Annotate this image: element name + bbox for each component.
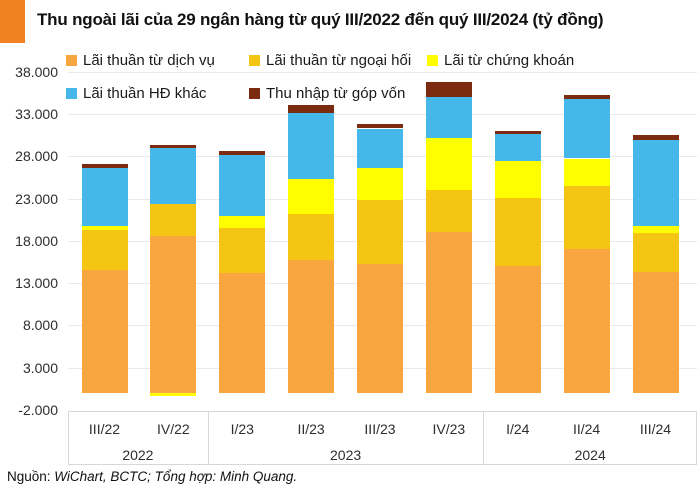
bar-segment[interactable] <box>288 104 335 114</box>
gridline <box>68 71 697 73</box>
bar-segment[interactable] <box>288 214 335 260</box>
legend-item-hd-khac[interactable]: Lãi thuần HĐ khác <box>66 84 207 102</box>
legend-item-ngoai-hoi[interactable]: Lãi thuần từ ngoại hối <box>249 51 412 69</box>
bar-segment[interactable] <box>425 231 472 393</box>
axis-group-separator <box>483 411 485 465</box>
bar-segment[interactable] <box>425 189 472 232</box>
legend-label: Lãi thuần từ ngoại hối <box>266 51 412 69</box>
bar-segment[interactable] <box>357 168 403 200</box>
source-detail: WiChart, BCTC; Tổng hợp: Minh Quang. <box>54 469 298 484</box>
source-note: Nguồn: WiChart, BCTC; Tổng hợp: Minh Qua… <box>7 469 297 484</box>
y-axis-tick-label: 13.000 <box>15 275 58 292</box>
bar-segment[interactable] <box>150 204 197 236</box>
x-axis-band <box>68 411 697 465</box>
bar-segment[interactable] <box>425 96 472 139</box>
bar-segment[interactable] <box>563 248 610 393</box>
bar-segment[interactable] <box>288 179 335 215</box>
bar-segment[interactable] <box>150 144 197 148</box>
legend-swatch-icon <box>66 87 77 99</box>
bar-segment[interactable] <box>632 140 679 227</box>
bar-segment[interactable] <box>563 158 610 186</box>
legend-label: Thu nhập từ góp vốn <box>266 84 406 102</box>
bar-segment[interactable] <box>632 226 679 234</box>
bar-segment[interactable] <box>425 82 472 97</box>
y-axis-tick-label: 28.000 <box>15 148 58 165</box>
bar-segment[interactable] <box>357 199 403 265</box>
legend-item-gop-von[interactable]: Thu nhập từ góp vốn <box>249 84 406 102</box>
chart-title: Thu ngoài lãi của 29 ngân hàng từ quý II… <box>37 10 604 29</box>
bar-segment[interactable] <box>288 259 335 393</box>
x-axis-tick-label: I/24 <box>506 421 530 437</box>
legend-swatch-icon <box>427 54 438 66</box>
bar-segment[interactable] <box>425 138 472 190</box>
legend-swatch-icon <box>249 87 260 99</box>
y-axis-tick-label: 23.000 <box>15 190 58 207</box>
bar-segment[interactable] <box>632 272 679 393</box>
bar-segment[interactable] <box>494 161 541 199</box>
bar-segment[interactable] <box>494 130 541 134</box>
bar-segment[interactable] <box>632 233 679 273</box>
x-axis-tick-label: IV/22 <box>157 421 190 437</box>
x-axis-tick-label: III/22 <box>88 421 121 437</box>
bar-segment[interactable] <box>219 272 266 393</box>
x-axis-year-label: 2022 <box>122 447 154 463</box>
bar-segment[interactable] <box>632 135 679 141</box>
bar-segment[interactable] <box>494 198 541 267</box>
axis-group-separator <box>207 411 209 465</box>
bar-segment[interactable] <box>81 229 128 270</box>
x-axis-year-label: 2024 <box>574 447 606 463</box>
y-axis-tick-label: 8.000 <box>22 317 58 334</box>
legend-item-chung-khoan[interactable]: Lãi từ chứng khoán <box>427 51 575 69</box>
x-axis-tick-label: III/24 <box>639 421 672 437</box>
legend-label: Lãi từ chứng khoán <box>444 51 575 69</box>
x-axis-tick-label: III/23 <box>364 421 396 437</box>
y-axis-tick-label: 38.000 <box>15 63 58 80</box>
legend-item-dich-vu[interactable]: Lãi thuần từ dịch vụ <box>66 51 215 69</box>
bar-segment[interactable] <box>494 266 541 393</box>
y-axis-tick-label: 18.000 <box>15 232 58 249</box>
x-axis-tick-label: I/23 <box>230 421 254 437</box>
y-axis-tick-label: 3.000 <box>22 359 58 376</box>
bar-segment[interactable] <box>357 123 403 129</box>
bar-segment[interactable] <box>219 150 266 155</box>
legend-label: Lãi thuần HĐ khác <box>83 84 207 102</box>
bar-segment[interactable] <box>563 186 610 249</box>
bar-segment[interactable] <box>494 134 541 161</box>
legend-label: Lãi thuần từ dịch vụ <box>83 51 215 69</box>
bar-segment[interactable] <box>150 148 197 205</box>
x-axis-tick-label: IV/23 <box>432 421 466 437</box>
bar-segment[interactable] <box>563 99 610 159</box>
bar-segment[interactable] <box>81 270 128 393</box>
bar-segment[interactable] <box>357 264 403 393</box>
legend-swatch-icon <box>66 54 77 66</box>
y-axis-tick-label: 33.000 <box>15 106 58 123</box>
logo-mark <box>0 0 25 43</box>
bar-segment[interactable] <box>81 226 128 230</box>
x-axis-year-label: 2023 <box>330 447 362 463</box>
y-axis-tick-label: -2.000 <box>18 401 58 418</box>
x-axis-tick-label: II/24 <box>572 421 601 437</box>
legend-swatch-icon <box>249 54 260 66</box>
bar-segment[interactable] <box>219 154 266 216</box>
bar-segment[interactable] <box>288 113 335 180</box>
bar-segment[interactable] <box>81 167 128 227</box>
source-prefix: Nguồn: <box>7 469 55 484</box>
x-axis-tick-label: II/23 <box>297 421 325 437</box>
bar-segment[interactable] <box>150 393 197 397</box>
gridline <box>68 114 697 116</box>
bar-segment[interactable] <box>81 163 128 168</box>
bar-segment[interactable] <box>150 235 197 393</box>
bar-segment[interactable] <box>357 128 403 169</box>
bar-segment[interactable] <box>219 216 266 228</box>
bar-segment[interactable] <box>219 227 266 273</box>
bar-segment[interactable] <box>563 94 610 100</box>
